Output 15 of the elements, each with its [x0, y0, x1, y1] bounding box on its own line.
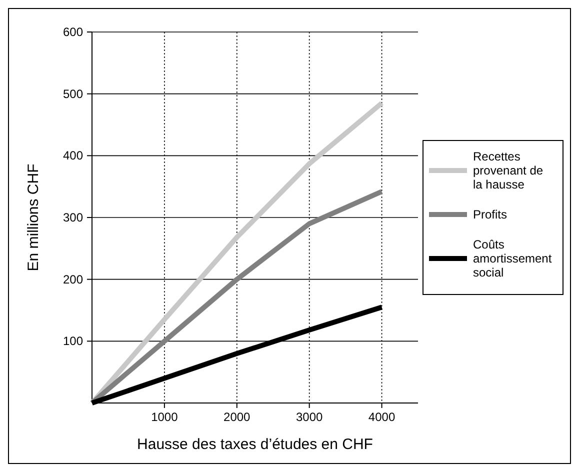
- y-tick-label: 200: [62, 272, 84, 286]
- y-axis-title: En millions CHF: [25, 164, 42, 272]
- x-tick-label: 2000: [224, 410, 251, 424]
- y-tick-label: 400: [62, 148, 84, 163]
- legend-label: Coûts amortissement social: [473, 238, 552, 280]
- x-tick-label: 1000: [151, 410, 178, 424]
- y-tick-label: 600: [62, 25, 84, 39]
- legend-label: Recettes provenant de la hausse: [473, 150, 544, 192]
- x-tick-label: 4000: [368, 410, 396, 424]
- x-tick-label: 3000: [296, 410, 324, 424]
- y-tick-label: 300: [62, 210, 84, 224]
- legend-label: Profits: [473, 208, 508, 222]
- y-tick-label: 100: [62, 334, 84, 348]
- x-axis-title: Hausse des taxes d’études en CHF: [137, 436, 373, 453]
- y-tick-label: 500: [62, 86, 84, 101]
